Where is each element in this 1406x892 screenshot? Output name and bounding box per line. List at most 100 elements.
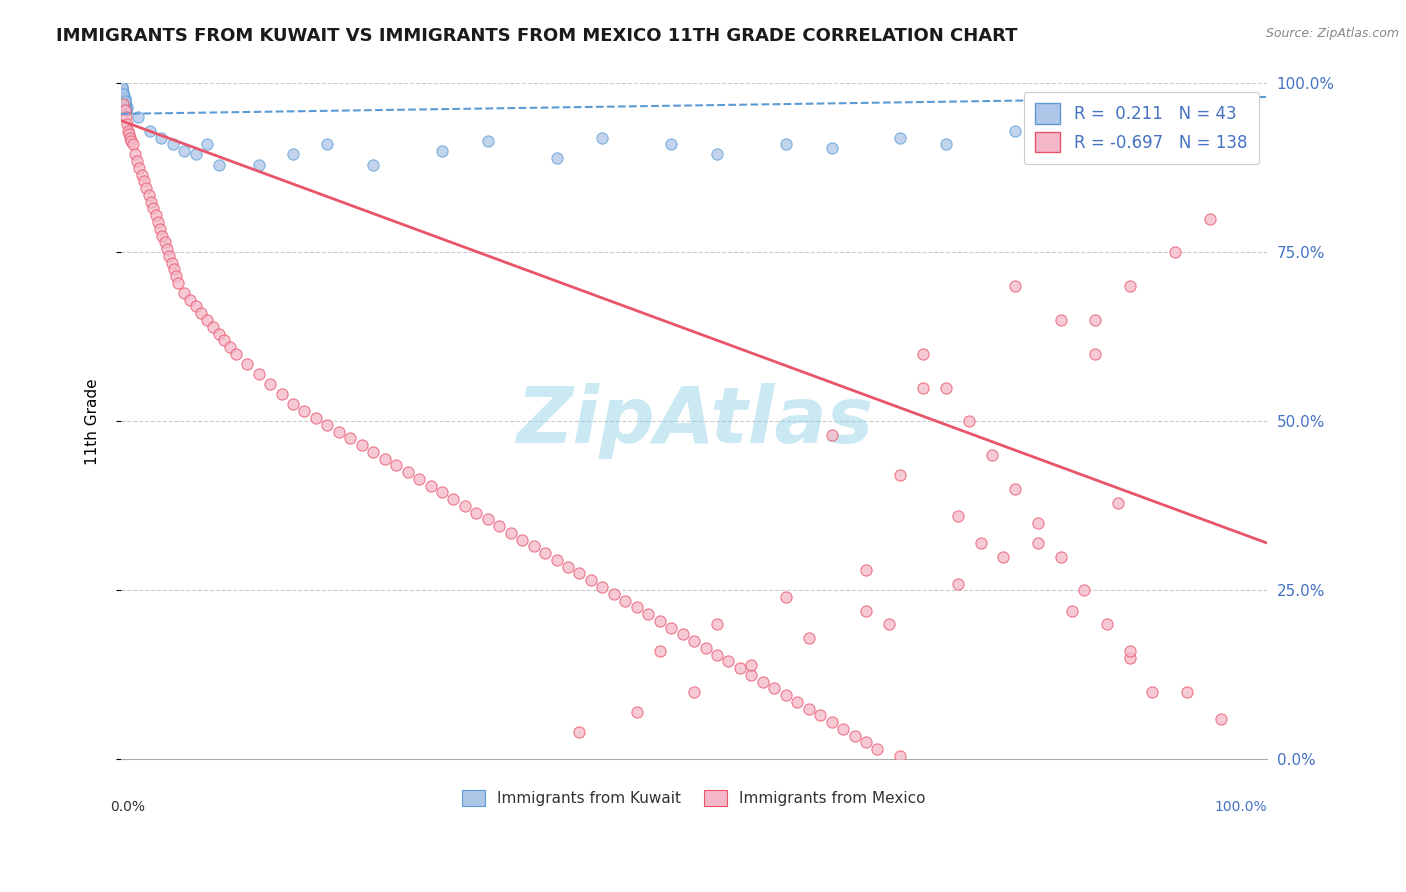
Text: Source: ZipAtlas.com: Source: ZipAtlas.com [1265,27,1399,40]
Point [614,593,637,607]
Point [120,134,142,148]
Point [706,617,728,632]
Point [534,546,557,560]
Point [797,631,820,645]
Point [706,648,728,662]
Point [184,147,207,161]
Point [775,137,797,152]
Point [163,262,186,277]
Point [706,147,728,161]
Point [1026,516,1049,530]
Point [316,137,339,152]
Point [190,306,212,320]
Point [568,725,591,739]
Point [146,215,169,229]
Point [1095,617,1118,632]
Point [145,208,167,222]
Point [281,147,304,161]
Point [443,492,465,507]
Point [1118,279,1140,293]
Point [957,414,980,428]
Point [1118,651,1140,665]
Point [114,96,136,111]
Point [717,654,740,668]
Point [877,617,900,632]
Point [648,644,671,658]
Point [167,276,190,290]
Point [1107,495,1129,509]
Point [889,468,911,483]
Point [546,553,568,567]
Point [138,188,160,202]
Point [523,540,546,554]
Point [1175,685,1198,699]
Point [132,174,155,188]
Point [153,235,176,250]
Point [659,137,682,152]
Point [763,681,786,696]
Point [339,431,361,445]
Point [1049,549,1071,564]
Point [832,722,855,736]
Point [201,319,224,334]
Point [361,445,384,459]
Point [935,137,957,152]
Point [111,79,134,94]
Point [124,147,146,161]
Point [316,417,339,432]
Point [121,137,143,152]
Point [808,708,831,723]
Point [396,465,419,479]
Point [1164,245,1187,260]
Point [127,110,149,124]
Point [225,347,247,361]
Point [114,96,136,111]
Point [112,87,135,102]
Point [207,326,229,341]
Point [1142,685,1164,699]
Point [195,137,218,152]
Point [844,729,866,743]
Point [114,110,136,124]
Point [499,525,522,540]
Point [477,512,499,526]
Point [165,269,187,284]
Point [969,536,991,550]
Point [1118,644,1140,658]
Point [156,242,179,256]
Point [648,614,671,628]
Point [118,127,141,141]
Point [131,168,153,182]
Point [683,685,706,699]
Point [752,674,775,689]
Point [162,137,184,152]
Point [114,103,136,118]
Point [270,387,292,401]
Point [740,657,762,672]
Point [112,87,135,101]
Point [111,80,134,95]
Point [855,563,877,577]
Text: IMMIGRANTS FROM KUWAIT VS IMMIGRANTS FROM MEXICO 11TH GRADE CORRELATION CHART: IMMIGRANTS FROM KUWAIT VS IMMIGRANTS FRO… [56,27,1018,45]
Point [112,90,135,104]
Point [855,735,877,749]
Point [1026,536,1049,550]
Point [184,300,207,314]
Point [1004,124,1026,138]
Point [912,381,935,395]
Point [637,607,659,621]
Point [111,82,134,96]
Y-axis label: 11th Grade: 11th Grade [86,378,100,465]
Point [120,130,142,145]
Point [465,506,488,520]
Point [912,347,935,361]
Point [946,509,969,524]
Point [139,194,162,209]
Point [236,357,259,371]
Point [430,144,453,158]
Point [775,688,797,702]
Point [328,425,350,439]
Point [160,255,183,269]
Point [477,134,499,148]
Point [946,576,969,591]
